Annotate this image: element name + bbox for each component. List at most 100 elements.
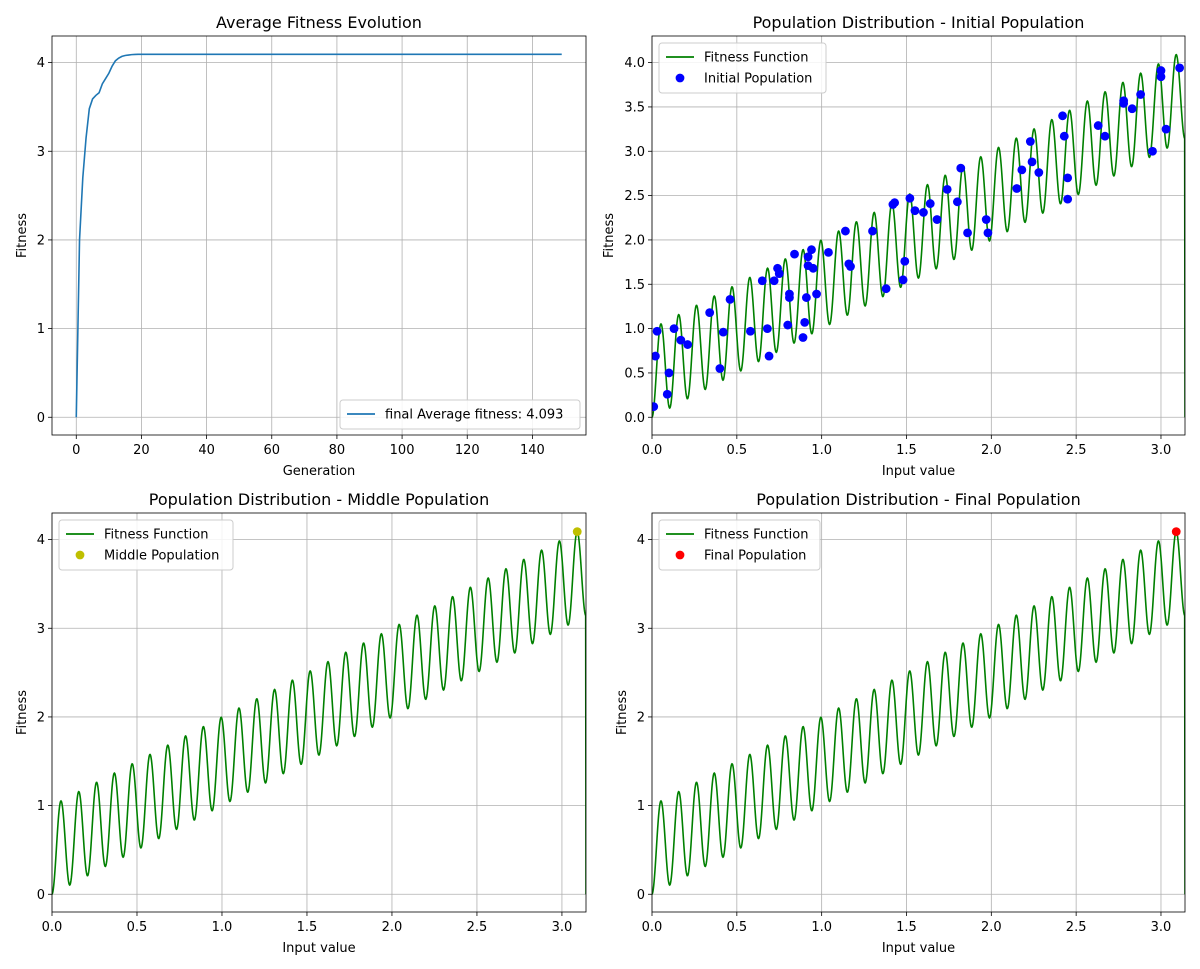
y-tick-label: 1: [637, 799, 645, 814]
population-point: [841, 226, 850, 236]
x-tick-label: 1.5: [896, 920, 917, 935]
population-point: [762, 324, 772, 333]
chart-panel-2: 0.0 0.5 1.0 1.5 2.0 2.5 3.0 0.0 0.5 1.0 1.5 2.0 2.5 3…: [602, 13, 1186, 479]
population-point: [785, 289, 794, 299]
population-point: [890, 198, 900, 208]
population-point: [652, 402, 659, 412]
population-point: [769, 276, 779, 286]
y-tick-label: 2.0: [624, 233, 645, 248]
chart-title: Population Distribution - Final Populati…: [756, 490, 1080, 509]
population-point: [963, 228, 972, 238]
x-tick-label: 1.0: [811, 443, 832, 458]
x-tick-label: 2.5: [1066, 443, 1087, 458]
legend-label: Fitness Function: [704, 51, 808, 66]
population-point: [868, 226, 877, 236]
plot-content: [52, 527, 586, 895]
y-tick-label: 1: [37, 322, 45, 337]
axes-frame: [51, 35, 587, 436]
y-axis-label: Fitness: [15, 690, 30, 735]
population-point: [572, 527, 582, 537]
y-tick-label: 3: [637, 622, 645, 637]
x-tick-label: 2.0: [981, 920, 1002, 935]
x-tick-label: 2.0: [981, 443, 1002, 458]
population-point: [812, 289, 821, 299]
population-point: [652, 326, 662, 336]
population-point: [1100, 131, 1110, 141]
x-tick-label: 2.5: [467, 920, 488, 935]
population-point: [725, 294, 735, 304]
population-point: [783, 320, 793, 330]
y-tick-label: 2: [37, 233, 45, 248]
population-point: [898, 275, 908, 285]
chart-title: Population Distribution - Initial Popula…: [753, 13, 1085, 32]
fitness-function-line: [652, 53, 1185, 418]
population-point: [1025, 137, 1035, 146]
y-tick-label: 2: [37, 710, 45, 725]
chart-title: Population Distribution - Middle Populat…: [149, 490, 489, 509]
population-point: [1127, 104, 1137, 114]
plot-area: [652, 513, 1185, 912]
x-tick-label: 0: [72, 443, 80, 458]
chart-panel-4: 0.0 0.5 1.0 1.5 2.0 2.5 3.0 0 1 2 3 4 Population Dis…: [615, 490, 1186, 956]
legend-marker: [675, 73, 685, 83]
population-point: [798, 333, 808, 342]
y-tick-label: 1: [37, 799, 45, 814]
population-point: [900, 256, 910, 266]
legend-marker: [75, 550, 85, 560]
x-tick-label: 2.0: [382, 920, 403, 935]
chart-panel-1: 0 20 40 60 80 100 120 140 0 1 2 3 4 Average Fitness E…: [15, 13, 587, 479]
population-point: [790, 249, 799, 259]
y-axis-label: Fitness: [602, 213, 617, 258]
y-tick-label: 2: [637, 710, 645, 725]
plot-content: [652, 527, 1185, 895]
population-point: [824, 247, 833, 257]
x-tick-label: 0.5: [726, 920, 747, 935]
fitness-function-line: [52, 530, 586, 895]
population-point: [676, 335, 686, 345]
population-point: [1012, 184, 1022, 193]
series-line: [75, 53, 562, 418]
y-tick-label: 0: [37, 888, 45, 903]
y-tick-label: 4: [37, 533, 45, 548]
population-point: [1148, 146, 1157, 156]
x-tick-label: 0.5: [726, 443, 747, 458]
legend: Fitness Function Middle Population: [58, 519, 234, 571]
x-tick-label: 120: [455, 443, 480, 458]
population-point: [905, 193, 915, 203]
x-tick-label: 1.0: [811, 920, 832, 935]
legend-label: final Average fitness: 4.093: [385, 408, 563, 423]
population-point: [774, 269, 784, 279]
y-tick-label: 1.0: [624, 322, 645, 337]
axes-frame: [651, 35, 1186, 436]
y-tick-label: 4: [37, 56, 45, 71]
y-tick-label: 3.5: [624, 100, 645, 115]
population-point: [1093, 121, 1103, 130]
population-point: [1063, 194, 1073, 204]
population-point: [669, 324, 679, 333]
population-point: [942, 184, 952, 194]
x-tick-label: 3.0: [1151, 443, 1172, 458]
y-tick-label: 0.5: [624, 366, 645, 381]
population-point: [1156, 66, 1166, 75]
population-point: [981, 215, 991, 224]
legend-label: Final Population: [704, 549, 806, 564]
legend: Fitness Function Final Population: [658, 519, 821, 571]
x-tick-label: 40: [198, 443, 215, 458]
x-tick-label: 3.0: [552, 920, 573, 935]
y-tick-label: 0: [637, 888, 645, 903]
population-point: [664, 368, 674, 378]
population-point: [757, 276, 767, 286]
y-tick-label: 0.0: [624, 411, 645, 426]
population-point: [801, 293, 811, 302]
x-tick-label: 0.0: [642, 443, 663, 458]
population-point: [1027, 157, 1037, 167]
population-point: [1171, 527, 1181, 537]
population-point: [881, 284, 891, 294]
legend: Fitness Function Initial Population: [658, 42, 827, 94]
legend-box: [339, 399, 581, 430]
x-tick-label: 140: [520, 443, 545, 458]
plot-content: [652, 53, 1185, 418]
population-point: [1063, 173, 1073, 183]
population-point: [1136, 90, 1146, 99]
